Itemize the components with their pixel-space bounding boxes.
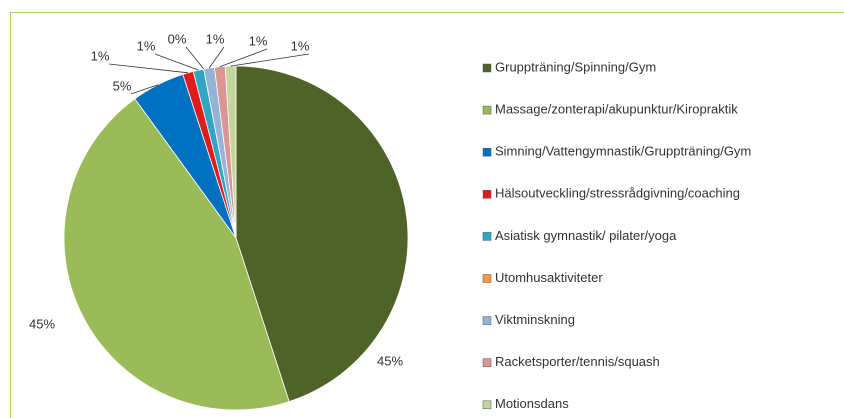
leader-line: [185, 46, 205, 70]
data-label: 45%: [29, 316, 55, 331]
pie-slice: [63, 98, 290, 411]
legend-label: Gruppträning/Spinning/Gym: [495, 59, 656, 74]
legend-swatch: [482, 274, 492, 283]
legend-label: Hälsoutveckling/stressrådgivning/coachin…: [495, 186, 740, 201]
leader-line: [230, 53, 310, 67]
leader-line: [208, 46, 225, 69]
legend-swatch: [482, 400, 492, 410]
legend-label: Massage/zonterapi/akupunktur/Kiropraktik: [495, 102, 738, 117]
data-label: 0%: [168, 31, 187, 46]
legend-label: Viktminskning: [495, 312, 575, 327]
legend-label: Asiatisk gymnastik/ pilater/yoga: [495, 228, 677, 243]
legend-label: Racketsporter/tennis/squash: [495, 354, 660, 369]
legend-label: Utomhusaktiviteter: [495, 270, 603, 285]
data-label: 1%: [91, 48, 110, 63]
legend-swatch: [482, 358, 492, 367]
data-label: 1%: [137, 38, 156, 53]
legend-swatch: [482, 63, 492, 73]
leader-line: [219, 48, 268, 68]
legend-label: Simning/Vattengymnastik/Gruppträning/Gym: [495, 144, 751, 159]
pie-slice: [235, 65, 409, 403]
legend-swatch: [482, 147, 492, 157]
legend-swatch: [482, 316, 492, 325]
legend-label: Motionsdans: [495, 396, 569, 411]
data-label: 5%: [113, 78, 132, 93]
legend-swatch: [482, 232, 492, 241]
leader-line: [108, 63, 189, 74]
legend-swatch: [482, 190, 492, 199]
leader-line: [130, 84, 159, 95]
data-label: 1%: [249, 33, 268, 48]
pie-slice: [224, 65, 237, 239]
data-label: 1%: [291, 38, 310, 53]
data-label: 1%: [206, 31, 225, 46]
legend-swatch: [482, 105, 492, 115]
leader-line: [154, 53, 199, 71]
data-label: 45%: [377, 353, 403, 368]
